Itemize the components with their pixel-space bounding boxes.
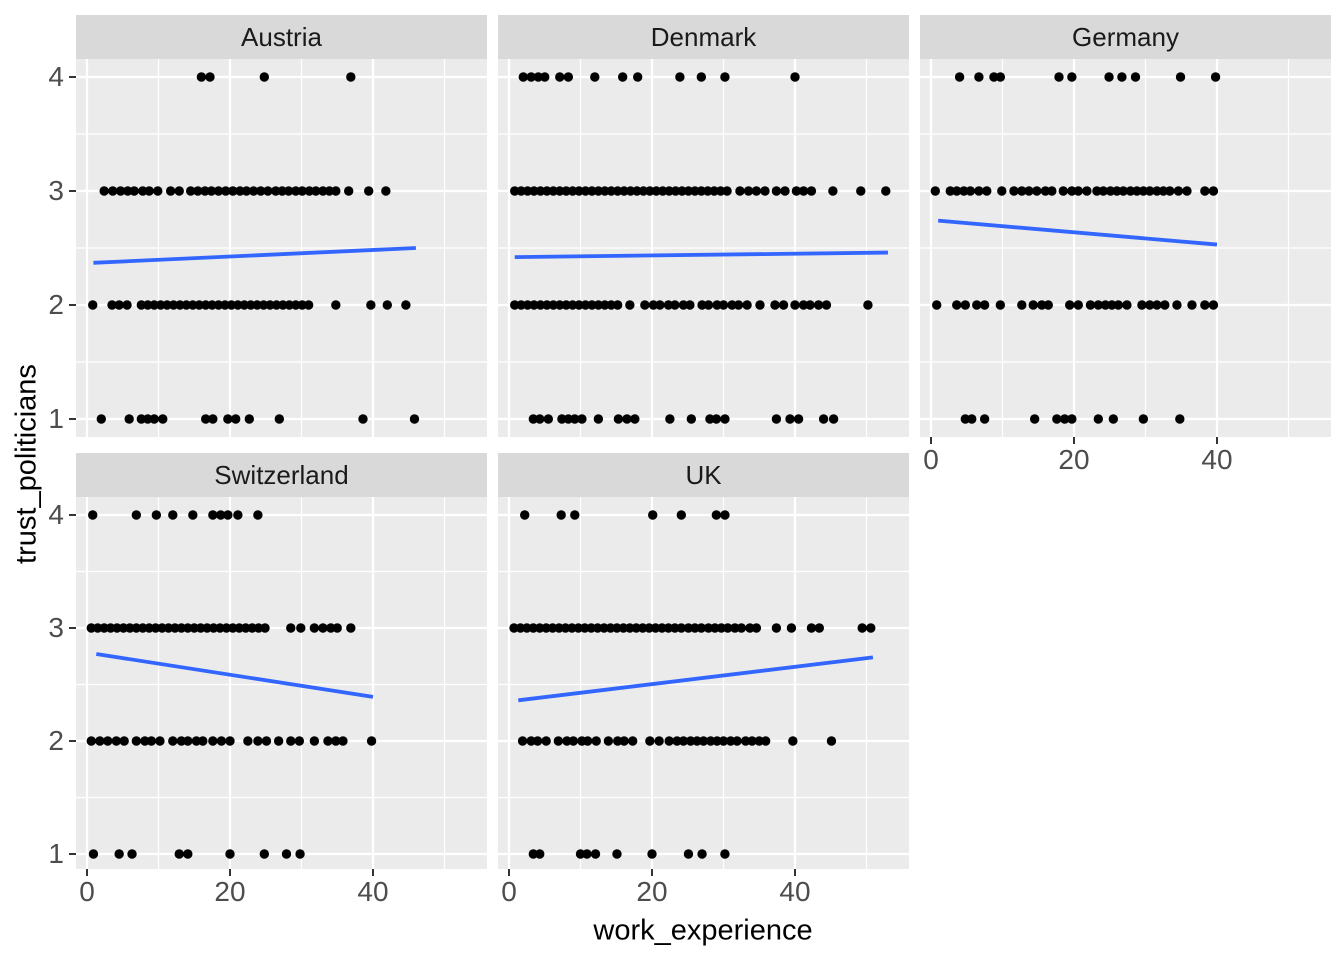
x-tick-label: 40 — [1201, 444, 1233, 475]
x-tick-label: 20 — [1058, 444, 1090, 475]
y-tick-mark — [69, 627, 76, 629]
scatter-points — [510, 72, 891, 424]
scatter-points — [930, 72, 1221, 424]
x-tick-mark — [372, 869, 374, 876]
x-tick-label: 0 — [501, 876, 517, 907]
facet-strip-denmark: Denmark — [498, 15, 909, 59]
y-tick-label: 3 — [48, 612, 64, 643]
y-tick-label: 4 — [48, 499, 64, 530]
x-tick-mark — [229, 869, 231, 876]
y-tick-label: 3 — [48, 175, 64, 206]
facet-panel-switzerland — [76, 497, 487, 869]
y-axis-title: trust_politicians — [10, 364, 43, 564]
y-tick-mark — [69, 514, 76, 516]
x-tick-label: 0 — [923, 444, 939, 475]
x-tick-label: 20 — [214, 876, 246, 907]
x-tick-label: 0 — [79, 876, 95, 907]
scatter-points — [509, 510, 876, 859]
x-tick-label: 40 — [779, 876, 811, 907]
x-tick-label: 20 — [636, 876, 668, 907]
smooth-line — [937, 218, 1218, 247]
y-tick-mark — [69, 853, 76, 855]
facet-strip-switzerland: Switzerland — [76, 453, 487, 497]
y-tick-mark — [69, 76, 76, 78]
y-tick-label: 1 — [48, 403, 64, 434]
facet-strip-label: Austria — [241, 21, 322, 52]
x-tick-mark — [508, 869, 510, 876]
y-tick-mark — [69, 740, 76, 742]
smooth-line — [514, 250, 888, 260]
facet-strip-austria: Austria — [76, 15, 487, 59]
y-tick-label: 1 — [48, 838, 64, 869]
y-tick-mark — [69, 304, 76, 306]
x-axis-title: work_experience — [593, 914, 813, 947]
facet-strip-label: Switzerland — [214, 459, 349, 490]
facet-panel-austria — [76, 59, 487, 437]
x-tick-mark — [1073, 437, 1075, 444]
facet-strip-label: UK — [685, 459, 722, 490]
facet-panel-uk — [498, 497, 909, 869]
y-tick-label: 4 — [48, 61, 64, 92]
smooth-line — [518, 655, 874, 703]
smooth-line — [93, 246, 416, 265]
facet-strip-label: Denmark — [650, 21, 757, 52]
facet-strip-label: Germany — [1072, 21, 1179, 52]
smooth-line — [96, 652, 374, 699]
y-tick-label: 2 — [48, 725, 64, 756]
y-tick-mark — [69, 418, 76, 420]
facet-panel-germany — [920, 59, 1331, 437]
x-tick-mark — [86, 869, 88, 876]
x-tick-mark — [1216, 437, 1218, 444]
x-tick-mark — [794, 869, 796, 876]
x-tick-mark — [930, 437, 932, 444]
facet-strip-germany: Germany — [920, 15, 1331, 59]
scatter-points — [86, 510, 377, 859]
y-tick-mark — [69, 190, 76, 192]
facet-strip-uk: UK — [498, 453, 909, 497]
scatter-points — [88, 72, 420, 424]
x-tick-label: 40 — [357, 876, 389, 907]
x-tick-mark — [651, 869, 653, 876]
y-tick-label: 2 — [48, 289, 64, 320]
facet-panel-denmark — [498, 59, 909, 437]
